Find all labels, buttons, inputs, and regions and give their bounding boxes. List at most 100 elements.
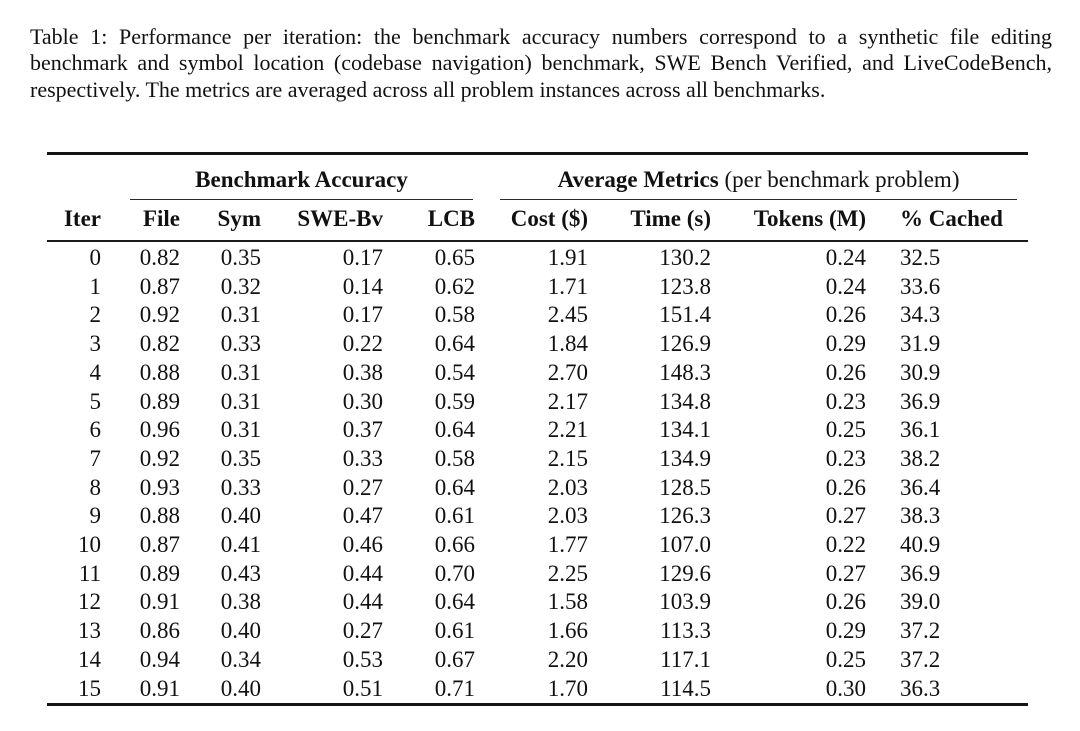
column-header-file: File — [103, 200, 182, 242]
cell-lcb: 0.65 — [434, 245, 476, 270]
table-row: 5 0.89 0.31 0.30 0.59 2.17 134.8 0.23 36.9 — [47, 388, 1028, 417]
cell-file: 0.92 — [139, 302, 180, 328]
cell-time-s: 126.3 — [659, 503, 712, 529]
cell-lcb: 0.70 — [434, 560, 476, 586]
cell-cached: 31.9 — [900, 331, 941, 357]
cell-sym: 0.40 — [220, 618, 261, 644]
cell-cost: 1.58 — [547, 589, 589, 615]
cell-cached: 32.5 — [900, 245, 941, 270]
cell-file: 0.89 — [139, 560, 180, 586]
cell-time-s: 123.8 — [659, 273, 712, 299]
cell-iter: 10 — [78, 532, 101, 558]
cell-cost: 1.84 — [547, 331, 589, 357]
cell-iter: 4 — [89, 359, 102, 385]
table-row: 6 0.96 0.31 0.37 0.64 2.21 134.1 0.25 36.1 — [47, 416, 1028, 445]
cell-iter: 15 — [78, 675, 101, 701]
table-row: 8 0.93 0.33 0.27 0.64 2.03 128.5 0.26 36.4 — [47, 474, 1028, 503]
cell-file: 0.87 — [139, 532, 180, 558]
cell-file: 0.91 — [139, 675, 180, 701]
group-label-bold: Average Metrics — [557, 167, 719, 192]
cell-time-s: 117.1 — [660, 646, 712, 672]
average-metrics-group: Average Metrics (per benchmark problem) — [500, 155, 1018, 200]
cell-tokens-m: 0.25 — [825, 417, 867, 443]
cell-swe-bv: 0.33 — [342, 445, 383, 471]
cell-iter: 6 — [89, 417, 102, 443]
cell-iter: 11 — [78, 560, 101, 586]
cell-swe-bv: 0.27 — [342, 474, 383, 500]
group-label-bold: Benchmark Accuracy — [195, 167, 408, 192]
cell-sym: 0.41 — [220, 532, 261, 558]
cell-cost: 1.66 — [547, 618, 589, 644]
cell-sym: 0.31 — [220, 388, 261, 414]
cell-time-s: 128.5 — [659, 474, 712, 500]
cell-tokens-m: 0.22 — [825, 532, 867, 558]
column-header-cost: Cost ($) — [477, 200, 591, 242]
cell-cached: 36.9 — [900, 560, 941, 586]
cell-sym: 0.38 — [220, 589, 261, 615]
cell-lcb: 0.67 — [434, 646, 476, 672]
cell-lcb: 0.64 — [434, 589, 476, 615]
group-header-row: Benchmark Accuracy Average Metrics (per … — [47, 154, 1028, 200]
cell-swe-bv: 0.44 — [342, 560, 383, 586]
cell-cost: 2.15 — [547, 445, 589, 471]
cell-iter: 14 — [78, 646, 101, 672]
cell-tokens-m: 0.24 — [825, 273, 867, 299]
cell-swe-bv: 0.44 — [342, 589, 383, 615]
table-row: 4 0.88 0.31 0.38 0.54 2.70 148.3 0.26 30.9 — [47, 359, 1028, 388]
performance-per-iteration-table: Benchmark Accuracy Average Metrics (per … — [47, 152, 1029, 707]
table-1: Benchmark Accuracy Average Metrics (per … — [47, 152, 1029, 707]
cell-cost: 2.70 — [547, 359, 589, 385]
cell-lcb: 0.54 — [434, 359, 476, 385]
cell-swe-bv: 0.47 — [342, 503, 383, 529]
cell-file: 0.93 — [139, 474, 180, 500]
cell-time-s: 151.4 — [659, 302, 712, 328]
cell-lcb: 0.58 — [434, 445, 476, 471]
group-label-normal: (per benchmark problem) — [718, 167, 960, 192]
cell-swe-bv: 0.53 — [342, 646, 383, 672]
cell-file: 0.82 — [139, 245, 180, 270]
cell-tokens-m: 0.26 — [825, 589, 867, 615]
cell-tokens-m: 0.26 — [825, 474, 867, 500]
table-row: 1 0.87 0.32 0.14 0.62 1.71 123.8 0.24 33.6 — [47, 273, 1028, 302]
cell-time-s: 129.6 — [659, 560, 712, 586]
cell-swe-bv: 0.17 — [342, 302, 383, 328]
cell-file: 0.82 — [139, 331, 180, 357]
table-row: 9 0.88 0.40 0.47 0.61 2.03 126.3 0.27 38.3 — [47, 502, 1028, 531]
column-header-lcb: LCB — [385, 200, 478, 242]
cell-iter: 1 — [89, 273, 102, 299]
cell-cost: 1.70 — [547, 675, 589, 701]
cell-cached: 30.9 — [900, 359, 941, 385]
cell-lcb: 0.61 — [434, 503, 476, 529]
cell-cached: 39.0 — [900, 589, 941, 615]
cell-iter: 8 — [89, 474, 102, 500]
cell-sym: 0.33 — [220, 331, 261, 357]
cell-file: 0.92 — [139, 445, 180, 471]
table-row: 10 0.87 0.41 0.46 0.66 1.77 107.0 0.22 40.9 — [47, 531, 1028, 560]
cell-cached: 34.3 — [900, 302, 941, 328]
cell-iter: 3 — [89, 331, 102, 357]
cell-time-s: 134.9 — [659, 445, 712, 471]
cell-file: 0.88 — [139, 503, 180, 529]
cell-sym: 0.31 — [220, 302, 261, 328]
cell-cost: 2.45 — [547, 302, 589, 328]
cell-lcb: 0.62 — [434, 273, 476, 299]
cell-swe-bv: 0.51 — [342, 675, 383, 701]
column-header-cached: % Cached — [868, 200, 1029, 242]
cell-cached: 36.1 — [900, 417, 941, 443]
table-row: 11 0.89 0.43 0.44 0.70 2.25 129.6 0.27 36.9 — [47, 560, 1028, 589]
cell-time-s: 103.9 — [659, 589, 712, 615]
cell-cost: 2.25 — [547, 560, 589, 586]
cell-tokens-m: 0.23 — [825, 445, 867, 471]
cell-lcb: 0.71 — [434, 675, 476, 701]
cell-sym: 0.34 — [220, 646, 261, 672]
cell-swe-bv: 0.37 — [342, 417, 383, 443]
cell-swe-bv: 0.22 — [342, 331, 383, 357]
table-row: 13 0.86 0.40 0.27 0.61 1.66 113.3 0.29 37.2 — [47, 617, 1028, 646]
table-caption: Table 1: Performance per iteration: the … — [30, 24, 1052, 102]
cell-cached: 33.6 — [900, 273, 941, 299]
cell-tokens-m: 0.27 — [825, 503, 867, 529]
cell-cached: 38.3 — [900, 503, 941, 529]
cell-time-s: 126.9 — [659, 331, 712, 357]
cell-swe-bv: 0.27 — [342, 618, 383, 644]
table-body: 0 0.82 0.35 0.17 0.65 1.91 130.2 0.24 32.5 1 0.87 0… — [47, 241, 1028, 705]
